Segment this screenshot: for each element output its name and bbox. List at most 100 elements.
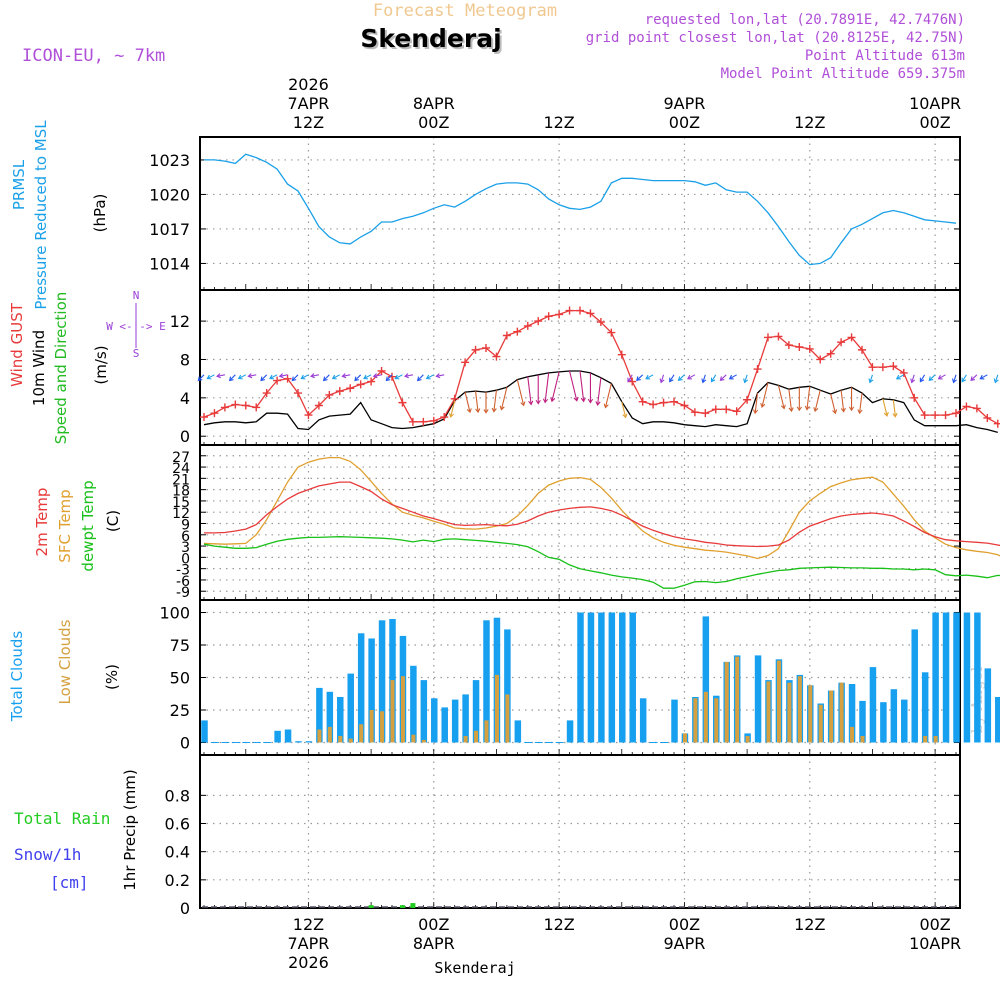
- wind-direction-arrow: [627, 374, 633, 382]
- total-cloud-bar: [357, 633, 365, 743]
- wind-arrow-head: [796, 406, 802, 412]
- wind-direction-arrow: [754, 392, 759, 414]
- y-tick-label: 24: [172, 461, 190, 477]
- wind-arrow-head: [404, 373, 409, 379]
- wind-arrow-head: [278, 373, 284, 379]
- total-cloud-bar: [201, 720, 208, 743]
- wind-direction-arrow: [806, 386, 811, 410]
- y-tick-label: 0.4: [165, 843, 190, 862]
- total-cloud-bar: [859, 700, 866, 743]
- total-cloud-bar: [932, 612, 939, 743]
- low-cloud-bar: [693, 698, 698, 743]
- wind-gust-label: Wind GUST: [8, 302, 26, 387]
- wind-arrow-head: [520, 401, 526, 407]
- wind-arrow-head: [622, 413, 628, 419]
- y-tick-label: 1017: [149, 220, 190, 239]
- wind-arrow-head: [394, 374, 400, 380]
- low-cloud-bar: [776, 660, 781, 743]
- wind-direction-arrow: [928, 374, 936, 381]
- total-cloud-bar: [504, 629, 511, 743]
- snow-unit-label: [cm]: [50, 873, 89, 892]
- gust-marker: [294, 389, 302, 398]
- wind-arrow-head: [363, 374, 369, 380]
- wind-direction-arrow: [475, 391, 479, 413]
- wind-arrow-head: [993, 378, 999, 384]
- pressure-units: (hPa): [91, 194, 109, 233]
- wind-direction-arrow: [777, 385, 785, 409]
- top-time-label: 00Z: [919, 113, 950, 132]
- gust-marker: [461, 358, 470, 367]
- total-cloud-bar: [431, 698, 438, 743]
- y-tick-label: 1020: [149, 185, 190, 204]
- total-cloud-bar: [347, 673, 354, 743]
- wind-direction-arrow: [702, 374, 706, 383]
- wind-direction-arrow: [260, 374, 268, 381]
- top-time-label: 00Z: [669, 113, 700, 132]
- precip-label: 1hr Precip (mm): [121, 769, 139, 890]
- y-tick-label: 12: [172, 506, 190, 522]
- low-clouds-label: Low Clouds: [56, 619, 74, 704]
- wind-direction-arrow: [720, 374, 727, 381]
- gust-marker: [210, 409, 219, 418]
- wind-direction-arrow: [197, 374, 205, 381]
- gust-marker: [795, 343, 804, 351]
- low-cloud-bar: [400, 676, 405, 743]
- low-cloud-bar: [348, 738, 353, 743]
- wind-direction-arrow: [678, 374, 685, 381]
- wind-arrow-head: [228, 376, 234, 382]
- wind-arrow-head: [919, 377, 925, 383]
- low-cloud-bar: [745, 736, 750, 743]
- gust-marker: [377, 366, 386, 375]
- bottom-time-label: 7APR: [287, 934, 329, 953]
- y-tick-label: 21: [172, 472, 190, 488]
- wind-direction-arrow: [980, 374, 988, 380]
- low-cloud-bar: [850, 726, 855, 743]
- pressure-panel: [199, 136, 961, 291]
- y-tick-label: 0: [180, 899, 190, 918]
- gust-marker: [220, 403, 229, 412]
- y-tick-label: 0: [181, 551, 190, 567]
- low-cloud-bar: [735, 656, 740, 743]
- wind-arrow-head: [542, 398, 549, 404]
- forecast-title: Forecast Meteogram: [373, 1, 557, 21]
- total-cloud-bar: [754, 655, 762, 743]
- total-cloud-bar: [911, 629, 918, 743]
- wind-direction-arrow: [395, 374, 403, 380]
- gust-marker: [325, 390, 334, 399]
- gust-marker: [596, 318, 605, 327]
- wind-10m-label: 10m Wind: [30, 330, 48, 406]
- gust-marker: [200, 413, 208, 422]
- y-tick-label: 25: [170, 701, 190, 720]
- total-cloud-bar: [702, 616, 710, 743]
- wind-arrow-head: [425, 374, 431, 380]
- wind-arrow-head: [892, 412, 898, 418]
- y-tick-label: 12: [170, 312, 190, 331]
- low-cloud-bar: [797, 676, 802, 743]
- low-cloud-bar: [808, 685, 813, 743]
- wind-direction-arrow: [417, 374, 424, 381]
- wind-direction-arrow: [207, 374, 215, 380]
- gust-marker: [576, 306, 584, 315]
- total-cloud-bar: [629, 612, 636, 743]
- wind-direction-arrow: [788, 389, 793, 412]
- wind-direction-arrow: [660, 374, 665, 383]
- bottom-time-label: 12Z: [293, 915, 324, 934]
- gust-marker: [920, 411, 929, 420]
- y-tick-label: -9: [176, 585, 190, 601]
- y-tick-label: 4: [180, 389, 190, 408]
- low-cloud-bar: [380, 711, 385, 743]
- clouds-panel: [199, 599, 1000, 756]
- gust-marker: [398, 398, 407, 407]
- wind-arrow-head: [804, 405, 810, 411]
- wind-arrow-head: [448, 412, 454, 418]
- wind-arrow-head: [780, 404, 786, 410]
- gust-marker: [972, 404, 981, 413]
- wind-arrow-head: [910, 378, 916, 384]
- point-altitude: Point Altitude 613m: [805, 48, 965, 64]
- total-cloud-bar: [848, 684, 856, 743]
- y-tick-label: 1014: [149, 254, 190, 273]
- panel-frame: [199, 754, 961, 909]
- gust-marker: [419, 417, 428, 426]
- total-cloud-bar: [326, 691, 334, 743]
- wind-direction-arrow: [332, 374, 341, 380]
